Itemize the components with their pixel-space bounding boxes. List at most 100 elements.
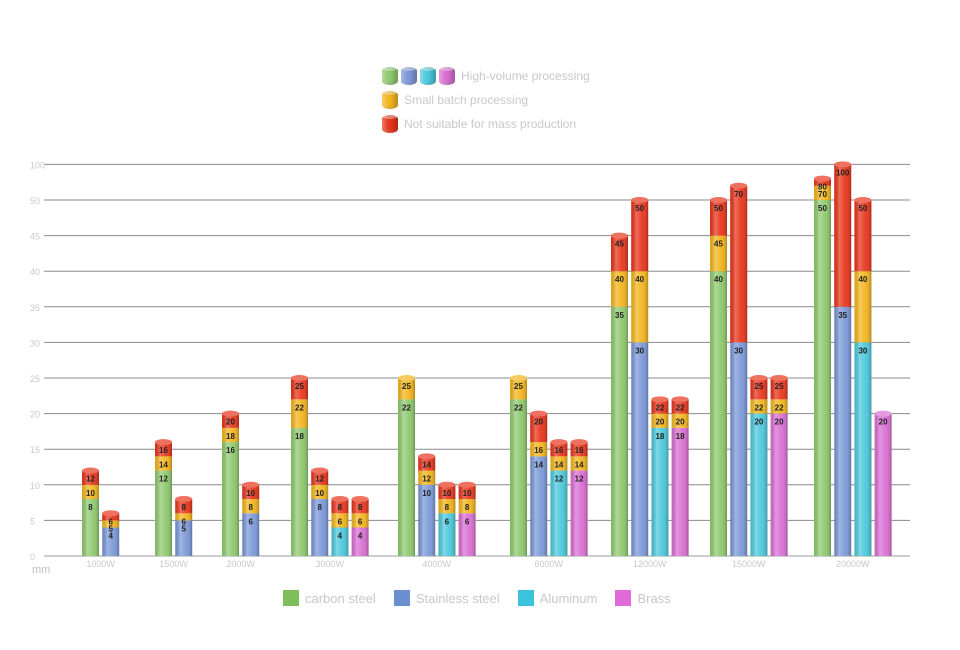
data-label: 4 — [358, 532, 363, 541]
data-label: 35 — [615, 311, 624, 320]
bar-cap — [570, 439, 588, 446]
bar-shading — [570, 456, 588, 471]
data-label: 22 — [775, 403, 784, 412]
bar-cap — [651, 396, 669, 403]
data-label: 14 — [159, 460, 168, 469]
bar-shading — [458, 484, 476, 500]
bar-cap — [351, 496, 369, 503]
bar-shading — [311, 484, 329, 500]
bar-shading — [834, 306, 852, 556]
bar-shading — [155, 470, 172, 556]
legend-label: Aluminum — [539, 590, 598, 606]
x-tick-label: 6000W — [535, 559, 564, 569]
data-label: 25 — [295, 382, 304, 391]
y-tick-label: 15 — [30, 445, 40, 455]
bar-shading — [854, 342, 872, 556]
data-label: 50 — [635, 204, 644, 213]
bar-shading — [651, 427, 669, 556]
bar-cap-highlight — [854, 197, 872, 203]
y-tick-label: 45 — [30, 232, 40, 242]
bars: 8101245612141656816182068101822258101246… — [82, 161, 892, 556]
data-label: 18 — [676, 432, 685, 441]
data-label: 10 — [246, 489, 255, 498]
legend-not-suitable[interactable]: Not suitable for mass production — [382, 112, 590, 136]
bar-cap-highlight — [458, 481, 476, 488]
data-label: 20 — [655, 418, 664, 427]
legend-label: Brass — [637, 590, 671, 606]
bar-cap — [82, 467, 99, 474]
x-tick-label: 1500W — [159, 559, 188, 569]
legend-carbon-steel[interactable]: carbon steel — [283, 590, 376, 606]
bar-shading — [570, 442, 588, 457]
bar-cap — [242, 481, 260, 488]
bar-cap — [671, 396, 689, 403]
legend-aluminum[interactable]: Aluminum — [517, 590, 598, 606]
x-tick-label: 4000W — [423, 559, 452, 569]
bar-shading — [82, 484, 99, 500]
bar-cap-highlight — [530, 410, 548, 417]
bar-shading — [710, 235, 727, 272]
bar-shading — [651, 413, 669, 428]
data-label: 20 — [226, 418, 235, 427]
bar-shading — [550, 470, 568, 556]
data-label: 10 — [463, 489, 472, 498]
bar-shading — [530, 456, 548, 556]
data-label: 18 — [295, 432, 304, 441]
cylinder-icon — [401, 64, 417, 85]
bar-shading — [671, 399, 689, 414]
cylinder-icon — [382, 112, 398, 133]
bar-shading — [102, 520, 120, 528]
bar-shading — [854, 200, 872, 272]
data-label: 16 — [534, 446, 543, 455]
y-tick-label: 50 — [30, 196, 40, 206]
cylinder-icons — [382, 64, 455, 85]
y-tick-label: 35 — [30, 303, 40, 313]
data-label: 8 — [338, 503, 343, 512]
bar-shading — [222, 442, 239, 556]
data-label: 8 — [465, 503, 470, 512]
bar-shading — [730, 185, 748, 343]
bar-shading — [458, 513, 476, 556]
bar-shading — [814, 185, 831, 200]
bar-shading — [631, 342, 649, 556]
bar-shading — [311, 470, 329, 485]
bar-shading — [671, 427, 689, 556]
bar-shading — [418, 484, 436, 556]
bar-cap — [102, 510, 120, 517]
legend-label: carbon steel — [305, 590, 376, 606]
bar-shading — [331, 527, 349, 556]
legend-small-batch[interactable]: Small batch processing — [382, 88, 590, 112]
bar-cap — [874, 410, 892, 417]
bar-cap — [710, 197, 727, 203]
cylinder-icon — [439, 64, 455, 85]
data-label: 16 — [226, 446, 235, 455]
bar-shading — [611, 306, 628, 556]
bar-cap-highlight — [82, 467, 99, 474]
bar-shading — [770, 378, 788, 400]
bar-cap — [750, 375, 768, 381]
bar-cap — [631, 197, 649, 203]
legend-high-volume[interactable]: High-volume processing — [382, 64, 590, 88]
bar-cap — [398, 375, 415, 381]
legend-stainless-steel[interactable]: Stainless steel — [393, 590, 500, 606]
bar-shading — [222, 413, 239, 428]
bar-shading — [291, 378, 308, 400]
x-tick-label: 1000W — [86, 559, 115, 569]
bar-cap — [438, 481, 456, 488]
data-label: 45 — [615, 240, 624, 249]
cylinder-icons — [382, 112, 398, 133]
bar-shading — [874, 413, 892, 556]
bar-cap — [550, 439, 568, 446]
bar-shading — [242, 499, 260, 514]
bar-cap — [730, 182, 748, 189]
bar-shading — [291, 427, 308, 556]
data-label: 18 — [655, 432, 664, 441]
bar-shading — [418, 470, 436, 485]
y-tick-label: 10 — [30, 481, 40, 491]
y-unit-label: mm — [32, 564, 50, 576]
legend-brass[interactable]: Brass — [615, 590, 671, 606]
y-tick-label: 30 — [30, 338, 40, 348]
data-label: 20 — [879, 418, 888, 427]
bar-cap-highlight — [874, 410, 892, 417]
cylinder-icon — [382, 64, 398, 85]
